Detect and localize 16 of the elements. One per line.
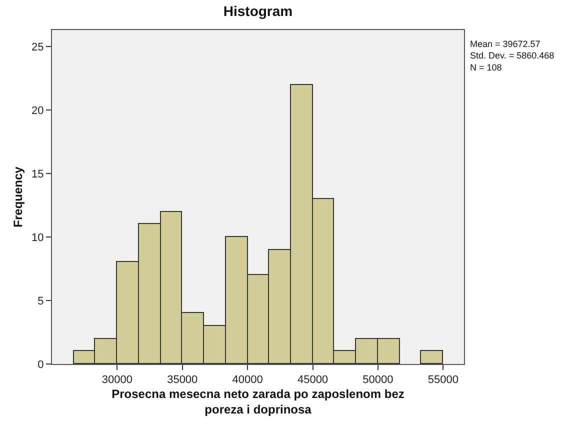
y-axis-title: Frequency — [10, 166, 25, 228]
y-tick-label: 5 — [38, 295, 44, 308]
y-tick-label: 15 — [32, 168, 44, 180]
text: Mean = 39672.57 Std. Dev. = 5860.468 N = 108 — [470, 39, 554, 72]
x-tick-label: 55000 — [428, 374, 458, 386]
x-tick-label: 50000 — [362, 374, 394, 386]
x-tick-label: 30000 — [102, 374, 132, 386]
x-tick-label: 45000 — [297, 374, 328, 386]
chart-title: Histogram — [223, 3, 293, 20]
x-tick-label: 40000 — [232, 374, 263, 386]
x-tick-label: 35000 — [167, 374, 198, 386]
y-tick-label: 10 — [32, 232, 44, 244]
x-axis-title: Prosecna mesecna neto zarada po zaposlenom bez poreza i doprinosa — [112, 387, 404, 417]
y-tick-label: 0 — [38, 358, 44, 371]
y-tick-label: 20 — [32, 104, 44, 117]
y-tick-label: 25 — [32, 41, 44, 54]
